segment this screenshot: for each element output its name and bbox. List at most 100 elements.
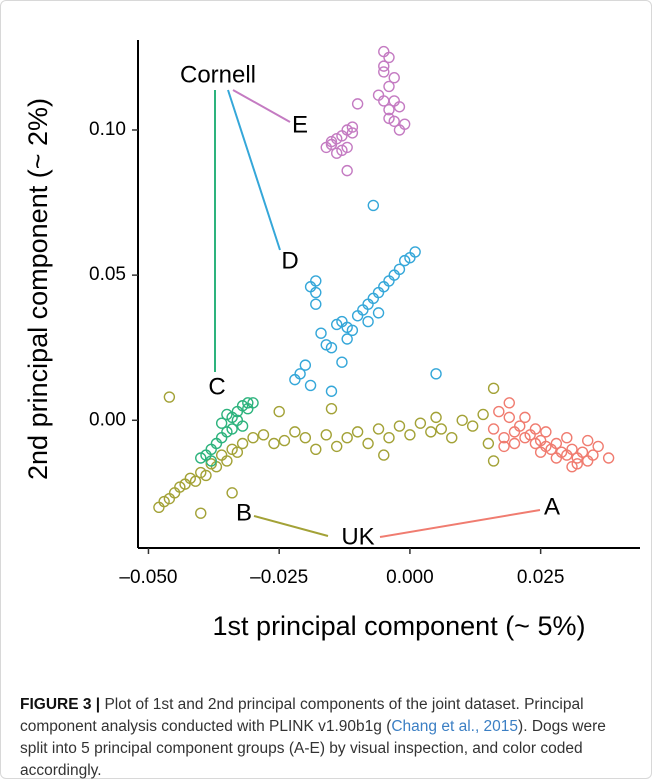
point — [346, 324, 359, 336]
point — [383, 103, 395, 116]
point — [409, 246, 421, 258]
point — [503, 397, 515, 409]
point — [561, 431, 573, 444]
point — [519, 411, 531, 424]
point — [372, 89, 385, 101]
point — [540, 426, 552, 438]
series-points — [195, 397, 259, 467]
point — [336, 356, 348, 368]
point — [393, 420, 406, 432]
point — [378, 60, 390, 72]
point — [331, 440, 343, 453]
series-points — [320, 45, 411, 177]
point — [383, 80, 395, 93]
series-points — [289, 199, 442, 397]
citation-link[interactable]: Chang et al., 2015 — [391, 718, 519, 735]
y-axis-label: 2nd principal component (~ 2%) — [23, 98, 53, 480]
point — [268, 437, 280, 450]
point — [503, 411, 515, 424]
point — [383, 275, 395, 287]
point — [477, 408, 489, 421]
y-tick-label: 0.05 — [89, 264, 126, 285]
point — [242, 397, 254, 409]
point — [195, 507, 207, 519]
point — [304, 281, 317, 293]
x-tick-label: –0.050 — [119, 567, 177, 588]
point — [482, 437, 495, 450]
point — [498, 431, 510, 444]
point — [487, 382, 500, 395]
leader-line — [227, 89, 281, 251]
point — [378, 449, 390, 461]
x-tick-label: –0.025 — [250, 567, 308, 588]
point — [226, 423, 238, 435]
point — [294, 368, 306, 380]
point — [215, 431, 228, 444]
point — [550, 437, 563, 450]
point — [215, 417, 228, 429]
point — [346, 127, 359, 139]
point — [231, 446, 244, 458]
point — [466, 420, 479, 432]
point — [310, 275, 322, 287]
group-label: D — [281, 247, 298, 274]
point — [550, 452, 563, 464]
point — [278, 434, 291, 447]
x-tick-label: 0.000 — [386, 567, 434, 588]
point — [315, 327, 327, 339]
point — [508, 437, 521, 450]
point — [393, 263, 406, 276]
point — [372, 286, 385, 299]
point — [153, 501, 165, 514]
point — [446, 431, 458, 444]
point — [372, 423, 385, 435]
point — [310, 443, 322, 456]
point — [587, 449, 599, 461]
point — [325, 135, 338, 148]
point — [310, 286, 322, 299]
point — [242, 402, 254, 415]
point — [163, 391, 176, 403]
point — [493, 405, 505, 418]
point — [435, 423, 447, 435]
point — [325, 342, 338, 354]
y-tick-label: 0.10 — [89, 119, 126, 140]
point — [592, 440, 604, 453]
point — [430, 368, 442, 380]
point — [383, 431, 395, 444]
caption-label: FIGURE 3 | — [20, 696, 101, 713]
point — [378, 281, 390, 293]
x-tick-label: 0.025 — [517, 567, 565, 588]
point — [372, 307, 385, 319]
point — [236, 420, 249, 432]
series-points — [487, 397, 615, 473]
point — [357, 304, 369, 316]
point — [388, 72, 400, 84]
point — [247, 431, 259, 444]
point — [582, 434, 594, 447]
caption-text: ). Dogs were split into 5 principal comp… — [20, 718, 606, 779]
point — [582, 455, 594, 467]
point — [398, 118, 411, 130]
point — [210, 437, 223, 450]
point — [508, 426, 521, 438]
point — [189, 475, 202, 487]
point — [341, 431, 353, 444]
point — [320, 429, 332, 441]
point — [388, 269, 400, 281]
point — [325, 385, 338, 397]
leader-line — [379, 509, 541, 538]
caption-text: Plot of 1st and 2nd principal components… — [20, 696, 584, 735]
point — [200, 469, 212, 482]
point — [273, 405, 285, 418]
point — [456, 414, 468, 426]
point — [534, 446, 547, 458]
point — [221, 408, 233, 421]
series-points — [153, 382, 500, 519]
point — [393, 124, 406, 136]
point — [341, 164, 353, 177]
point — [299, 359, 312, 371]
point — [487, 455, 500, 467]
